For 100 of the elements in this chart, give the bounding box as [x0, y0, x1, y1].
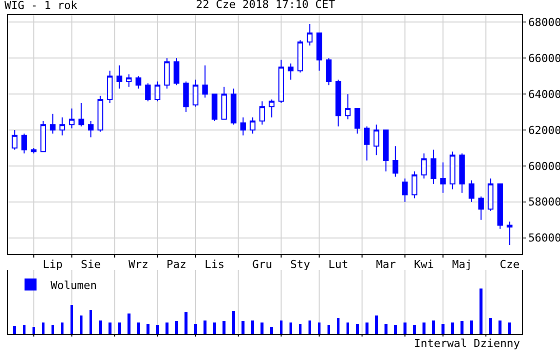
candlestick — [278, 59, 284, 104]
candlestick — [450, 151, 456, 190]
bar — [374, 316, 378, 334]
candlestick — [364, 126, 370, 162]
candlestick — [354, 108, 360, 134]
candlestick — [316, 32, 322, 72]
x-tick-label: Paz — [166, 258, 186, 272]
candlestick — [164, 58, 170, 90]
candlestick — [468, 180, 474, 202]
candlestick — [88, 120, 94, 138]
bar — [403, 322, 406, 334]
candlestick — [40, 120, 46, 152]
candlestick — [250, 116, 256, 134]
candlestick — [306, 23, 313, 46]
candlestick — [392, 146, 398, 178]
candlestick — [145, 82, 151, 102]
bar — [460, 321, 464, 334]
text: Interwal Dzienny — [414, 337, 520, 350]
candlestick — [459, 152, 465, 194]
bar — [356, 324, 359, 334]
bar — [32, 327, 36, 334]
candlestick — [154, 80, 160, 102]
bar — [222, 321, 226, 334]
bar — [498, 320, 502, 334]
candlestick — [174, 58, 180, 86]
candlestick — [116, 64, 122, 90]
bar — [451, 322, 454, 334]
bar — [242, 321, 245, 334]
candlestick — [383, 130, 389, 172]
candlestick — [98, 95, 104, 132]
bar — [508, 322, 512, 334]
bar — [394, 324, 397, 334]
bar — [204, 320, 206, 334]
bar — [156, 324, 159, 334]
candlestick — [506, 221, 512, 246]
bar — [413, 324, 416, 334]
candlestick — [402, 178, 408, 202]
candlestick — [21, 133, 28, 154]
candlestick — [430, 149, 436, 184]
x-tick-label: Lut — [328, 258, 348, 272]
x-tick-label: Cze — [500, 258, 520, 272]
candlestick — [412, 170, 418, 199]
candlestick — [192, 79, 198, 108]
candlestick — [68, 108, 75, 129]
x-tick-label: Kwi — [414, 258, 434, 272]
candlestick — [268, 98, 274, 118]
candlestick — [221, 86, 227, 120]
bar — [432, 320, 435, 334]
bar — [260, 322, 264, 334]
candlestick — [202, 64, 208, 98]
candlestick — [230, 88, 236, 126]
bar — [489, 318, 492, 334]
x-tick-label: Mar — [376, 258, 396, 272]
bar — [365, 322, 368, 334]
candlestick — [136, 76, 142, 90]
candlestick — [59, 116, 66, 136]
bar — [270, 327, 274, 334]
candlestick — [497, 183, 503, 230]
candlestick — [488, 178, 494, 212]
bar — [232, 311, 236, 334]
candlestick — [335, 79, 342, 127]
bar — [108, 322, 112, 334]
bar — [422, 322, 426, 334]
candlestick — [12, 130, 18, 150]
candlestick — [440, 162, 446, 194]
x-tick-label: Wrz — [128, 258, 148, 272]
candlestick — [374, 124, 380, 156]
bar — [184, 312, 188, 334]
candlestick — [78, 102, 84, 127]
candlestick — [344, 94, 351, 120]
bar — [13, 326, 16, 334]
candlestick — [478, 196, 484, 220]
x-tick-label: Gru — [252, 258, 272, 272]
x-tick-label: Lis — [204, 258, 224, 272]
x-tick-label: Sie — [80, 258, 101, 272]
candlestick — [107, 70, 113, 104]
bar — [470, 320, 473, 334]
bar — [251, 320, 254, 334]
chart-subtitle: 22 Cze 2018 17:10 CET — [196, 0, 336, 11]
bar — [118, 322, 121, 334]
bar — [166, 322, 168, 334]
candlestick — [212, 94, 218, 122]
candlestick — [421, 152, 427, 180]
bar — [175, 321, 178, 334]
bar — [194, 324, 197, 334]
legend-label: Wolumen — [50, 278, 97, 292]
candlestick — [259, 100, 265, 126]
bar — [127, 313, 130, 334]
candlestick — [297, 40, 304, 73]
candlestick — [326, 58, 332, 86]
bar — [213, 322, 216, 334]
bar — [480, 288, 482, 334]
candlestick — [240, 116, 246, 136]
bar — [136, 322, 140, 334]
candlestick — [126, 74, 132, 88]
bar — [98, 320, 102, 334]
bar — [384, 324, 388, 334]
candlestick — [288, 63, 294, 80]
chart-title: WIG - 1 rok — [4, 0, 78, 12]
candlestick — [183, 80, 189, 113]
